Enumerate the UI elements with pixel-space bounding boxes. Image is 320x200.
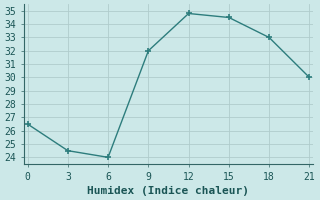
X-axis label: Humidex (Indice chaleur): Humidex (Indice chaleur) [87,186,250,196]
